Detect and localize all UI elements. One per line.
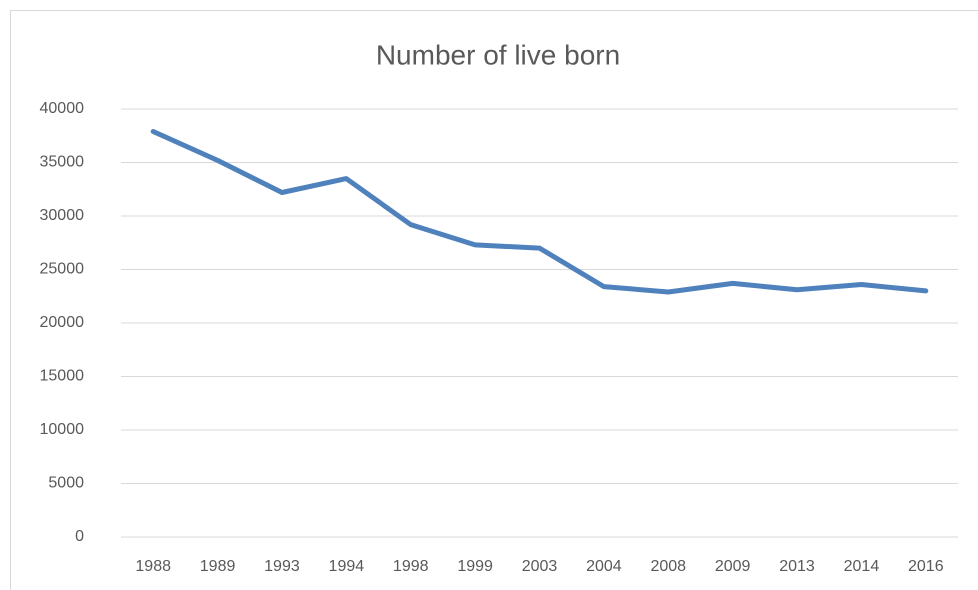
x-tick-label: 1994 <box>329 558 365 575</box>
x-tick-label: 2004 <box>586 558 622 575</box>
x-tick-label: 1998 <box>393 558 429 575</box>
y-tick-label: 0 <box>75 528 84 545</box>
x-tick-label: 1989 <box>200 558 236 575</box>
y-tick-label: 25000 <box>40 261 85 278</box>
x-tick-label: 2009 <box>715 558 751 575</box>
x-tick-label: 2014 <box>844 558 880 575</box>
y-tick-label: 40000 <box>40 100 85 117</box>
y-tick-label: 20000 <box>40 314 85 331</box>
chart-border <box>10 10 978 590</box>
x-tick-label: 2016 <box>908 558 944 575</box>
x-tick-label: 1999 <box>457 558 493 575</box>
data-line <box>150 129 929 295</box>
y-tick-label: 5000 <box>48 475 84 492</box>
chart-title: Number of live born <box>376 39 620 70</box>
x-tick-label: 1993 <box>264 558 300 575</box>
x-tick-label: 2003 <box>522 558 558 575</box>
y-tick-label: 15000 <box>40 368 85 385</box>
x-tick-label: 1988 <box>135 558 171 575</box>
y-tick-label: 10000 <box>40 421 85 438</box>
y-tick-label: 30000 <box>40 207 85 224</box>
x-tick-label: 2013 <box>779 558 815 575</box>
y-tick-label: 35000 <box>40 154 85 171</box>
x-tick-label: 2008 <box>650 558 686 575</box>
